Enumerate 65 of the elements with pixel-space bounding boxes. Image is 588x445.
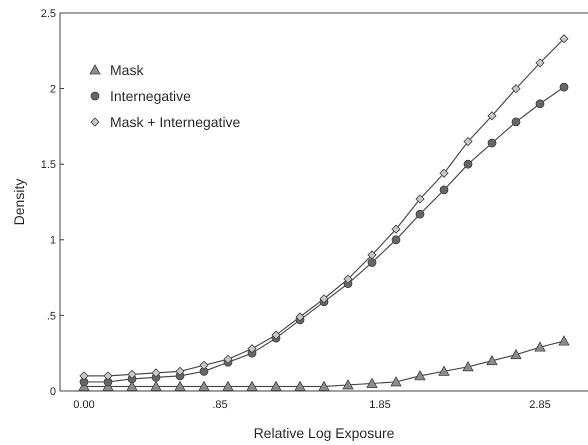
point (368, 258, 376, 267)
point (488, 111, 496, 120)
point (438, 366, 450, 376)
point (176, 366, 184, 376)
point (270, 381, 282, 391)
point (246, 381, 258, 391)
point (200, 360, 208, 370)
point (536, 58, 544, 68)
point (512, 117, 520, 126)
x-tick-label: 0.00 (73, 399, 95, 411)
point (560, 82, 568, 92)
point (416, 194, 424, 204)
point (342, 380, 354, 390)
point (512, 84, 520, 93)
x-tick-label: 1.85 (369, 399, 391, 411)
legend-label: Internegative (110, 88, 192, 104)
y-tick-label: .5 (46, 310, 56, 322)
point (462, 361, 474, 372)
point (486, 355, 498, 366)
point (534, 342, 546, 352)
point (104, 371, 112, 380)
point (390, 376, 402, 386)
point (368, 250, 376, 260)
y-axis-title: Density (11, 178, 27, 226)
point (464, 137, 472, 146)
point (560, 34, 568, 44)
point (80, 371, 88, 380)
point (150, 381, 162, 391)
point (464, 160, 472, 169)
y-tick-label: 2 (50, 83, 56, 96)
point (488, 138, 496, 148)
point (416, 210, 424, 218)
x-tick-label: 2.85 (529, 399, 551, 411)
point (318, 381, 330, 391)
x-tick-label: .85 (212, 399, 228, 411)
point (320, 294, 328, 304)
y-tick-label: 0 (50, 386, 56, 398)
point (392, 224, 400, 234)
x-axis-title: Relative Log Exposure (254, 425, 395, 441)
point (536, 99, 544, 108)
point (104, 378, 112, 386)
point (294, 381, 306, 391)
point (366, 378, 378, 388)
point (248, 344, 256, 354)
point (198, 381, 210, 391)
point (152, 368, 160, 378)
point (344, 274, 352, 284)
point (510, 349, 522, 360)
point (296, 312, 304, 322)
point (440, 168, 448, 178)
point (440, 186, 448, 194)
point (224, 354, 232, 364)
point (414, 370, 426, 380)
y-tick-label: 2.5 (40, 8, 56, 20)
point (392, 235, 400, 244)
y-tick-label: 1 (50, 234, 56, 247)
point (174, 381, 186, 391)
y-tick-label: 1.5 (40, 159, 56, 172)
legend-label: Mask + Internegative (110, 114, 241, 130)
point (558, 336, 570, 346)
point (272, 330, 280, 340)
point (222, 381, 234, 391)
point (128, 370, 136, 379)
point (80, 378, 88, 386)
legend-label: Mask (110, 62, 144, 78)
